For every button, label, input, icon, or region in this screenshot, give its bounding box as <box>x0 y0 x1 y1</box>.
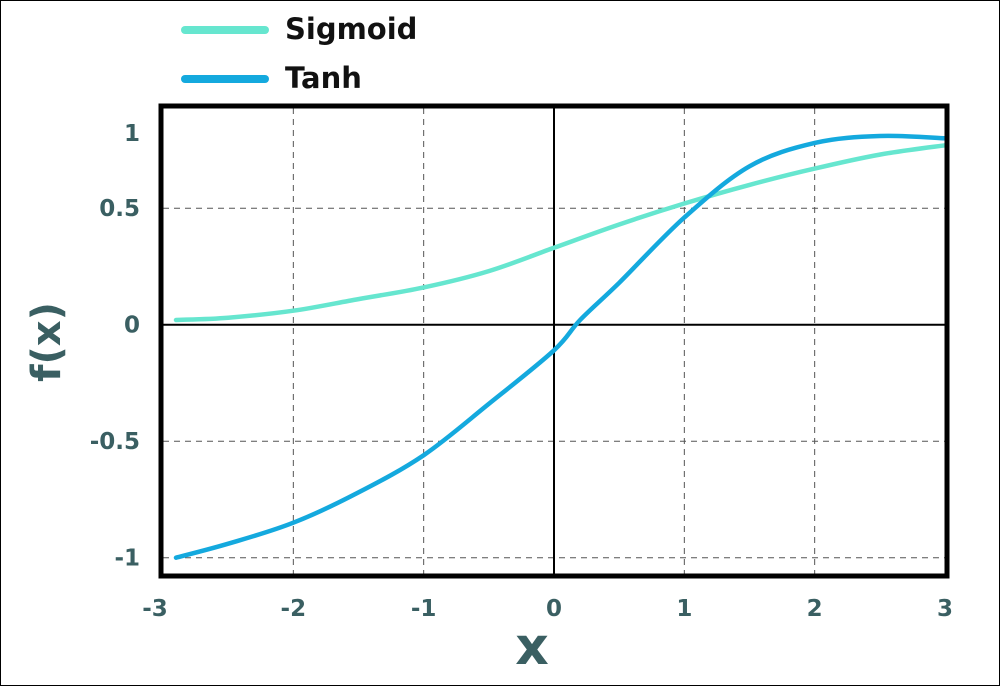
y-tick-label: -1 <box>114 546 140 572</box>
y-tick-label: 0.5 <box>99 196 140 222</box>
x-tick-label: -3 <box>142 596 168 622</box>
x-axis-title: x <box>515 617 549 677</box>
y-tick-label: 0 <box>124 313 140 339</box>
x-tick-label: 3 <box>937 596 953 622</box>
plot-area-border <box>158 103 950 579</box>
y-axis-title: f(x) <box>24 302 70 382</box>
x-tick-labels: -3 -2 -1 0 1 2 3 <box>142 596 953 622</box>
legend-label-sigmoid: Sigmoid <box>285 12 417 46</box>
legend-label-tanh: Tanh <box>285 61 362 95</box>
x-tick-label: 1 <box>676 596 692 622</box>
y-tick-label: 1 <box>124 121 140 147</box>
series-line-tanh <box>173 133 948 560</box>
y-tick-label: -0.5 <box>90 429 140 455</box>
x-tick-label: 2 <box>807 596 823 622</box>
x-tick-label: -2 <box>281 596 307 622</box>
zero-axes <box>163 108 945 574</box>
x-tick-label: 0 <box>546 596 562 622</box>
legend: Sigmoid Tanh <box>181 12 417 95</box>
series-line-sigmoid <box>173 143 948 323</box>
x-tick-label: -1 <box>411 596 437 622</box>
series <box>173 133 948 560</box>
y-tick-labels: -1 -0.5 0 0.5 1 <box>90 121 140 572</box>
